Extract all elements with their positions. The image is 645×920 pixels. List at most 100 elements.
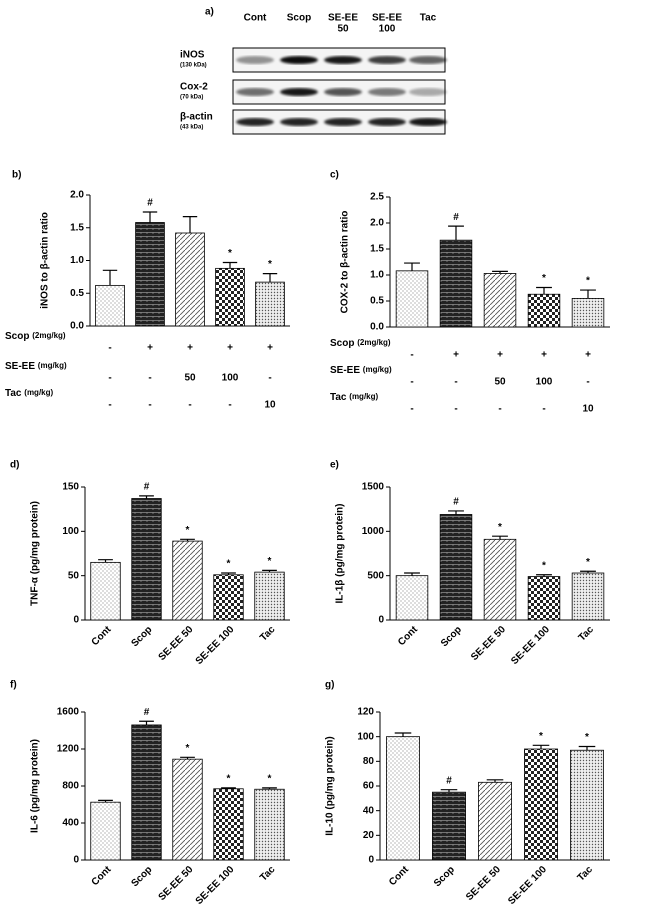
y-tick-label: 1200 bbox=[57, 744, 80, 755]
error-bar bbox=[262, 569, 277, 573]
y-tick-label: 1.0 bbox=[370, 270, 384, 281]
significance-mark: * bbox=[586, 276, 590, 287]
y-tick-label: 1600 bbox=[57, 707, 80, 718]
x-tick-label: SE-EE 50 bbox=[469, 624, 508, 663]
x-tick-label: Tac bbox=[258, 624, 278, 644]
lane-label: 50 bbox=[337, 24, 349, 35]
treatment-dose: - bbox=[542, 404, 545, 415]
x-tick-label: Scop bbox=[129, 864, 154, 889]
significance-mark: * bbox=[268, 259, 272, 270]
treatment-dose: + bbox=[187, 343, 193, 354]
treatment-unit: (mg/kg) bbox=[363, 365, 392, 374]
treatment-name: SE-EE bbox=[330, 365, 360, 376]
bar bbox=[90, 561, 121, 621]
treatment-dose: 50 bbox=[494, 377, 506, 388]
bar bbox=[213, 788, 244, 861]
y-axis-label: COX-2 to β-actin ratio bbox=[340, 211, 351, 314]
x-tick-label: Tac bbox=[576, 864, 596, 884]
y-tick-label: 150 bbox=[62, 482, 79, 493]
band bbox=[368, 56, 406, 64]
treatment-dose: + bbox=[541, 350, 547, 361]
treatment-unit: (2mg/kg) bbox=[32, 331, 66, 340]
band bbox=[236, 88, 274, 96]
y-tick-label: 1.0 bbox=[70, 255, 84, 266]
y-axis-label: IL-1β (pg/mg protein) bbox=[335, 504, 346, 604]
treatment-unit: (mg/kg) bbox=[38, 361, 67, 370]
row-size: (70 kDa) bbox=[180, 95, 203, 101]
band bbox=[236, 56, 274, 64]
treatment-dose: - bbox=[148, 400, 151, 411]
band bbox=[409, 118, 447, 126]
treatment-dose: + bbox=[147, 343, 153, 354]
panel-label: f) bbox=[10, 680, 17, 691]
y-tick-label: 0 bbox=[73, 615, 79, 626]
x-tick-label: Scop bbox=[432, 864, 457, 889]
bar bbox=[215, 267, 245, 327]
band bbox=[280, 118, 318, 126]
error-bar bbox=[536, 286, 552, 295]
x-tick-label: SE-EE 100 bbox=[194, 864, 237, 907]
treatment-dose: - bbox=[410, 350, 413, 361]
y-tick-label: 40 bbox=[363, 805, 375, 816]
y-axis-label: IL-6 (pg/mg protein) bbox=[30, 739, 41, 833]
significance-mark: * bbox=[268, 556, 272, 567]
treatment-dose: - bbox=[188, 400, 191, 411]
treatment-dose: - bbox=[108, 373, 111, 384]
bar bbox=[571, 297, 605, 328]
treatment-label: SE-EE (mg/kg) bbox=[330, 365, 392, 376]
significance-mark: # bbox=[453, 497, 459, 508]
significance-mark: * bbox=[586, 557, 590, 568]
error-bar bbox=[139, 720, 154, 725]
x-tick-label: SE-EE 100 bbox=[509, 624, 552, 667]
significance-mark: * bbox=[542, 273, 546, 284]
bar bbox=[524, 748, 558, 861]
band bbox=[409, 88, 447, 96]
treatment-dose: + bbox=[453, 350, 459, 361]
error-bar bbox=[394, 732, 412, 737]
significance-mark: # bbox=[147, 198, 153, 209]
treatment-dose: - bbox=[410, 377, 413, 388]
treatment-label: Tac (mg/kg) bbox=[330, 392, 379, 403]
significance-mark: * bbox=[542, 560, 546, 571]
y-tick-label: 1500 bbox=[362, 482, 385, 493]
x-tick-label: Scop bbox=[129, 624, 154, 649]
bar bbox=[527, 293, 561, 328]
error-bar bbox=[580, 289, 596, 299]
error-bar bbox=[580, 570, 596, 574]
lane-label: 100 bbox=[379, 24, 396, 35]
significance-mark: * bbox=[228, 248, 232, 259]
treatment-unit: (2mg/kg) bbox=[357, 338, 391, 347]
bar bbox=[439, 514, 473, 621]
bar bbox=[254, 788, 285, 861]
error-bar bbox=[492, 535, 508, 540]
x-tick-label: SE-EE 50 bbox=[157, 864, 196, 903]
treatment-dose: 10 bbox=[264, 400, 276, 411]
y-tick-label: 20 bbox=[363, 830, 375, 841]
y-tick-label: 2.0 bbox=[70, 190, 84, 201]
treatment-unit: (mg/kg) bbox=[349, 392, 378, 401]
treatment-dose: 100 bbox=[536, 377, 553, 388]
panel-label: b) bbox=[12, 170, 21, 181]
error-bar bbox=[221, 572, 236, 575]
bar bbox=[386, 736, 420, 861]
y-tick-label: 2.5 bbox=[370, 192, 384, 203]
error-bar bbox=[262, 273, 278, 283]
bar bbox=[255, 281, 285, 327]
bar bbox=[172, 540, 203, 621]
treatment-dose: - bbox=[454, 404, 457, 415]
treatment-dose: - bbox=[410, 404, 413, 415]
y-tick-label: 0.0 bbox=[370, 322, 384, 333]
error-bar bbox=[448, 225, 464, 241]
x-tick-label: Cont bbox=[396, 624, 420, 648]
y-tick-label: 2.0 bbox=[370, 218, 384, 229]
y-tick-label: 100 bbox=[62, 526, 79, 537]
treatment-name: Tac bbox=[330, 392, 347, 403]
panel-label: a) bbox=[205, 7, 214, 18]
y-tick-label: 400 bbox=[62, 818, 79, 829]
bar bbox=[172, 758, 203, 861]
x-tick-label: SE-EE 50 bbox=[157, 624, 196, 663]
error-bar bbox=[142, 211, 158, 223]
error-bar bbox=[536, 574, 552, 577]
bar bbox=[570, 749, 604, 861]
y-axis-label: IL-10 (pg/mg protein) bbox=[325, 736, 336, 835]
